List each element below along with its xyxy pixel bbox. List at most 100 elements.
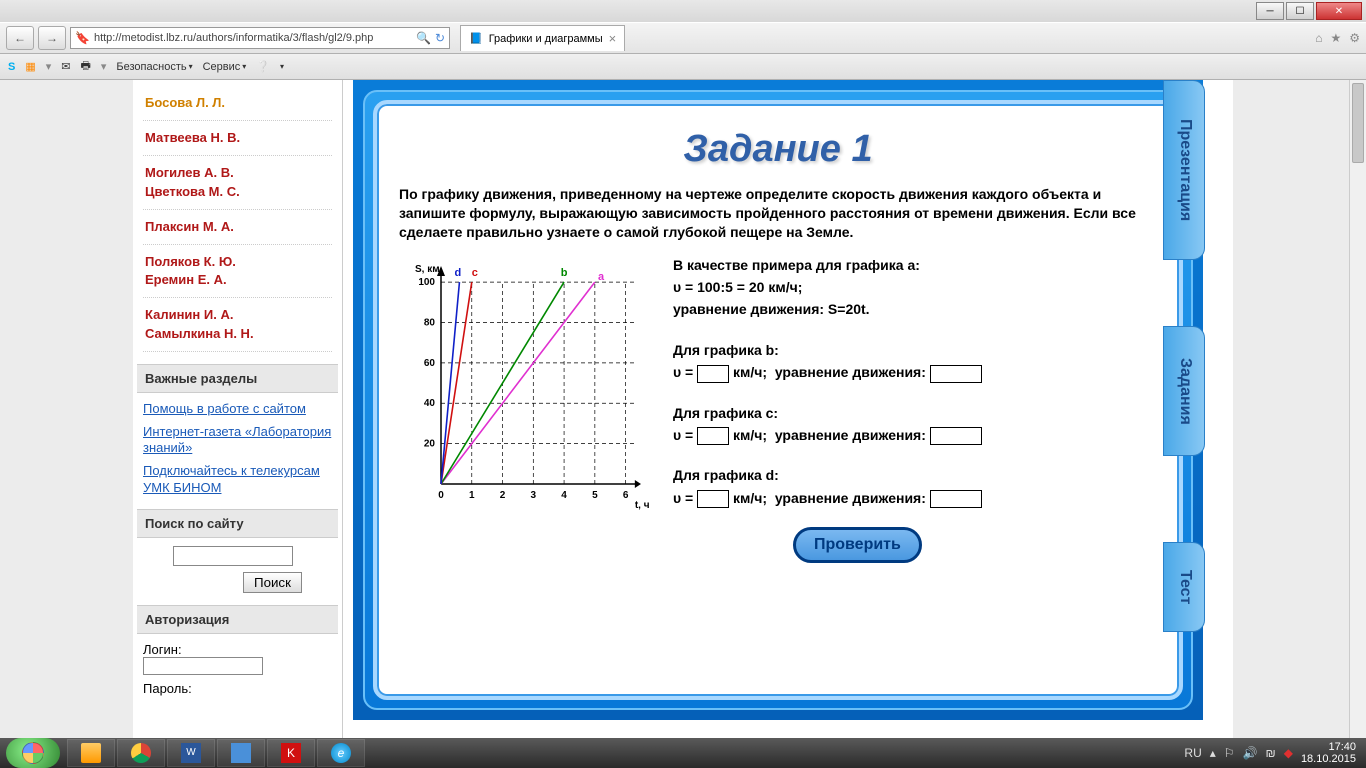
example-intro: В качестве примера для графика а: [673,254,1157,276]
author-link[interactable]: Поляков К. Ю.Еремин Е. А. [143,245,332,298]
svg-text:3: 3 [531,490,537,501]
taskbar-app-word[interactable]: W [167,739,215,767]
address-bar[interactable]: 🔖 🔍 ↻ [70,27,450,49]
tray-network-icon[interactable]: ₪ [1266,746,1276,760]
sidebar-heading-search: Поиск по сайту [137,509,338,538]
svg-text:5: 5 [592,490,598,501]
home-icon[interactable]: ⌂ [1315,31,1322,45]
svg-text:d: d [455,267,462,279]
input-eq-b[interactable] [930,365,982,383]
input-eq-d[interactable] [930,490,982,508]
tray-time: 17:40 [1301,741,1356,753]
favorites-icon[interactable]: ★ [1330,31,1341,45]
tab-tasks[interactable]: Задания [1163,326,1205,456]
label-graph-c: Для графика c: [673,402,1157,424]
url-input[interactable] [94,32,412,44]
author-link[interactable]: Плаксин М. А. [143,210,332,245]
taskbar-app-kaspersky[interactable]: K [267,739,315,767]
svg-text:b: b [561,267,568,279]
back-button[interactable]: ← [6,26,34,50]
system-tray: RU ▴ ⚐ 🔊 ₪ ◆ 17:40 18.10.2015 [1184,741,1366,765]
svg-text:100: 100 [418,277,435,288]
search-input[interactable] [173,546,293,566]
svg-text:2: 2 [500,490,506,501]
svg-text:40: 40 [424,398,436,409]
help-icon[interactable]: ❔ [256,60,270,73]
tray-shield-icon[interactable]: ◆ [1284,746,1293,760]
speed-prefix: υ = [673,490,697,506]
author-link[interactable]: Могилев А. В.Цветкова М. С. [143,156,332,209]
mail-icon[interactable]: ✉ [61,60,70,73]
print-icon[interactable]: 🖶 [81,57,91,76]
search-icon[interactable]: 🔍 [416,31,431,45]
login-label: Логин: [143,642,332,657]
example-line2: уравнение движения: S=20t. [673,298,1157,320]
refresh-icon[interactable]: ↻ [435,31,445,45]
service-menu[interactable]: Сервис▾ [203,61,247,73]
taskbar-app-ie[interactable]: e [317,739,365,767]
svg-text:a: a [598,271,605,283]
skype-icon[interactable]: S [8,61,15,73]
label-graph-d: Для графика d: [673,464,1157,486]
speed-unit: км/ч; [733,490,767,506]
tray-date: 18.10.2015 [1301,753,1356,765]
tray-clock[interactable]: 17:40 18.10.2015 [1301,741,1356,765]
eq-label: уравнение движения: [775,490,926,506]
tray-lang[interactable]: RU [1184,746,1201,760]
flash-container: Задание 1 По графику движения, приведенн… [353,80,1203,720]
speed-unit: км/ч; [733,364,767,380]
taskbar-app-explorer[interactable] [67,739,115,767]
svg-text:S, км: S, км [415,264,440,275]
password-label: Пароль: [143,681,332,696]
sidebar-link[interactable]: Подключайтесь к телекурсам УМК БИНОМ [143,463,332,497]
motion-chart: 012345620406080100t, чS, кмabcd [399,254,659,514]
tab-test[interactable]: Тест [1163,542,1205,632]
task-title: Задание 1 [399,128,1157,171]
svg-text:60: 60 [424,358,436,369]
eq-label: уравнение движения: [775,364,926,380]
safety-menu[interactable]: Безопасность▾ [116,61,192,73]
windows-taskbar: W K e RU ▴ ⚐ 🔊 ₪ ◆ 17:40 18.10.2015 [0,738,1366,768]
svg-text:20: 20 [424,438,436,449]
taskbar-app-notebook[interactable] [217,739,265,767]
maximize-button[interactable]: ☐ [1286,2,1314,20]
author-link[interactable]: Босова Л. Л. [143,86,332,121]
task-prompt: По графику движения, приведенному на чер… [399,185,1157,242]
tab-title: Графики и диаграммы [489,33,603,45]
vertical-scrollbar[interactable] [1349,80,1366,738]
svg-text:t, ч: t, ч [635,500,650,511]
input-speed-b[interactable] [697,365,729,383]
check-button[interactable]: Проверить [793,527,922,563]
sidebar-link[interactable]: Помощь в работе с сайтом [143,401,332,418]
svg-text:0: 0 [438,490,444,501]
login-input[interactable] [143,657,263,675]
tray-chevron-icon[interactable]: ▴ [1210,746,1216,760]
forward-button[interactable]: → [38,26,66,50]
sidebar-heading-sections: Важные разделы [137,364,338,393]
author-link[interactable]: Матвеева Н. В. [143,121,332,156]
eq-label: уравнение движения: [775,427,926,443]
site-icon: 🔖 [75,31,90,45]
input-speed-d[interactable] [697,490,729,508]
search-button[interactable]: Поиск [243,572,302,593]
rss-icon[interactable]: ▦ [25,60,35,73]
speed-unit: км/ч; [733,427,767,443]
minimize-button[interactable]: ─ [1256,2,1284,20]
tab-close-icon[interactable]: × [609,31,617,46]
answer-panel: В качестве примера для графика а: υ = 10… [673,254,1157,564]
author-link[interactable]: Калинин И. А.Самылкина Н. Н. [143,298,332,351]
tray-volume-icon[interactable]: 🔊 [1243,746,1258,760]
close-button[interactable]: ✕ [1316,2,1362,20]
taskbar-app-chrome[interactable] [117,739,165,767]
input-eq-c[interactable] [930,427,982,445]
browser-tab[interactable]: 📘 Графики и диаграммы × [460,25,625,51]
site-sidebar: Босова Л. Л.Матвеева Н. В.Могилев А. В.Ц… [133,80,343,738]
svg-text:6: 6 [623,490,629,501]
tools-icon[interactable]: ⚙ [1349,31,1360,45]
start-button[interactable] [6,738,60,768]
tab-presentation[interactable]: Презентация [1163,80,1205,260]
sidebar-link[interactable]: Интернет-газета «Лаборатория знаний» [143,424,332,458]
tray-flag-icon[interactable]: ⚐ [1224,746,1235,760]
svg-text:4: 4 [561,490,567,501]
input-speed-c[interactable] [697,427,729,445]
